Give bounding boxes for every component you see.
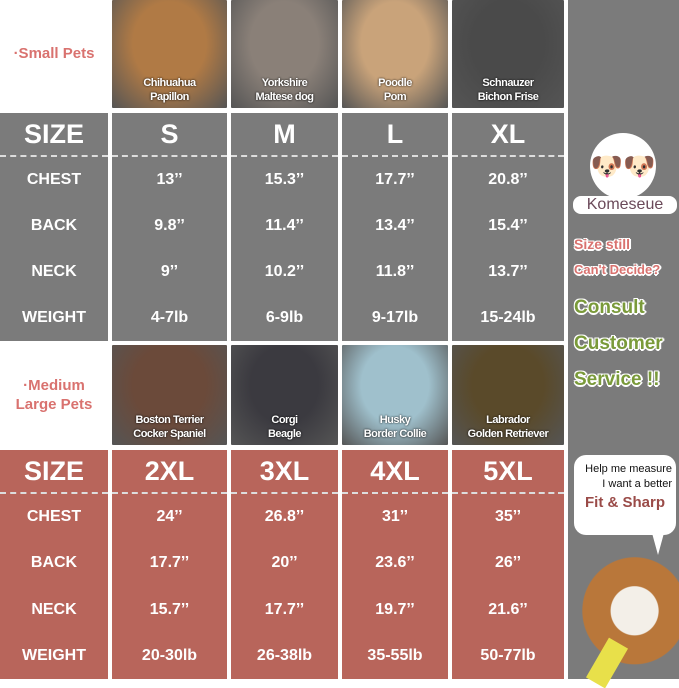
- size-column: M 15.3’’ 11.4’’ 10.2’’ 6-9lb: [231, 113, 338, 341]
- customer-text: Customer: [574, 333, 663, 354]
- measurement-label: WEIGHT: [22, 646, 86, 664]
- measurement-value: 17.7’’: [264, 600, 305, 618]
- breed-photo: Poodle Pom: [342, 0, 448, 108]
- measurement-value: 31’’: [381, 508, 409, 526]
- size-header: L: [342, 113, 448, 157]
- beagle-photo: [568, 555, 679, 679]
- measurement-value: 21.6’’: [488, 600, 528, 618]
- size-header: M: [231, 113, 338, 157]
- measurement-value: 15.3’’: [264, 171, 305, 188]
- breed-label: Chihuahua Papillon: [143, 77, 196, 103]
- measurement-value: 17.7’’: [149, 554, 190, 572]
- cant-decide-text: Can't Decide?: [574, 262, 661, 277]
- size-header: 2XL: [112, 450, 227, 494]
- measurement-value: 13.7’’: [488, 263, 528, 280]
- size-column: L 17.7’’ 13.4’’ 11.8’’ 9-17lb: [342, 113, 448, 341]
- measurement-value: 6-9lb: [265, 309, 304, 326]
- breed-photo: Yorkshire Maltese dog: [231, 0, 338, 108]
- measurement-value: 26’’: [494, 554, 522, 572]
- measurement-value: 13’’: [156, 171, 183, 188]
- brand-name: Komeseue: [573, 196, 677, 214]
- size-column: XL 20.8’’ 15.4’’ 13.7’’ 15-24lb: [452, 113, 564, 341]
- measurement-value: 19.7’’: [375, 600, 415, 618]
- measurement-value: 26-38lb: [256, 646, 313, 664]
- size-column: 4XL 31’’ 23.6’’ 19.7’’ 35-55lb: [342, 450, 448, 679]
- measurement-value: 15.4’’: [488, 217, 528, 234]
- small-pets-label: ·Small Pets: [13, 45, 95, 62]
- breed-label: Husky Border Collie: [363, 414, 427, 440]
- breed-label: Poodle Pom: [378, 77, 412, 103]
- measurement-value: 20-30lb: [141, 646, 198, 664]
- breed-label: Yorkshire Maltese dog: [255, 77, 314, 103]
- breed-label: Schnauzer Bichon Frise: [477, 77, 539, 103]
- size-still-text: Size still: [574, 236, 631, 252]
- measurement-value: 35’’: [494, 508, 522, 526]
- bubble-line-1: Help me measure: [585, 463, 672, 475]
- measurement-value: 17.7’’: [375, 171, 415, 188]
- measurement-value: 15.7’’: [149, 600, 190, 618]
- measurement-value: 11.4’’: [265, 217, 304, 234]
- size-header: XL: [452, 113, 564, 157]
- breed-photo: Corgi Beagle: [231, 345, 338, 445]
- size-header: 5XL: [452, 450, 564, 494]
- measurement-value: 9’’: [160, 263, 179, 280]
- breed-label: Labrador Golden Retriever: [467, 414, 549, 440]
- size-header: 3XL: [231, 450, 338, 494]
- large-pets-label: ·Medium Large Pets: [15, 377, 93, 413]
- breed-photo: Schnauzer Bichon Frise: [452, 0, 564, 108]
- size-header: 4XL: [342, 450, 448, 494]
- measurement-label: BACK: [30, 217, 78, 234]
- measurement-value: 11.8’’: [375, 263, 415, 280]
- measurement-value: 10.2’’: [264, 263, 305, 280]
- measurement-value: 26.8’’: [264, 508, 305, 526]
- size-column: 2XL 24’’ 17.7’’ 15.7’’ 20-30lb: [112, 450, 227, 679]
- measurement-value: 20.8’’: [488, 171, 528, 188]
- label-column: SIZE CHEST BACK NECK WEIGHT: [0, 113, 108, 341]
- measurement-value: 9-17lb: [371, 309, 419, 326]
- breed-photo: Chihuahua Papillon: [112, 0, 227, 108]
- breed-photo: Boston Terrier Cocker Spaniel: [112, 345, 227, 445]
- measurement-value: 9.8’’: [154, 217, 185, 234]
- measurement-value: 20’’: [271, 554, 298, 572]
- measurement-label: BACK: [30, 554, 78, 572]
- size-header: SIZE: [0, 450, 108, 494]
- bubble-line-2: I want a better: [602, 478, 672, 490]
- measurement-value: 24’’: [156, 508, 183, 526]
- measurement-label: WEIGHT: [22, 309, 86, 326]
- bubble-line-3: Fit & Sharp: [584, 494, 665, 511]
- breed-label: Boston Terrier Cocker Spaniel: [133, 414, 206, 440]
- brand-logo: 🐶🐶: [590, 133, 656, 199]
- consult-text: Consult: [574, 297, 645, 318]
- measurement-value: 35-55lb: [367, 646, 423, 664]
- measurement-value: 50-77lb: [480, 646, 536, 664]
- measurement-value: 13.4’’: [375, 217, 415, 234]
- breed-label: Corgi Beagle: [267, 414, 302, 440]
- side-panel: 🐶🐶 Komeseue Size still Can't Decide? Con…: [568, 0, 679, 688]
- measurement-label: CHEST: [26, 171, 82, 188]
- service-text: Service !!: [574, 369, 660, 390]
- corgi-icon: 🐶🐶: [590, 150, 656, 181]
- measurement-label: CHEST: [26, 508, 82, 526]
- size-column: 5XL 35’’ 26’’ 21.6’’ 50-77lb: [452, 450, 564, 679]
- size-column: 3XL 26.8’’ 20’’ 17.7’’ 26-38lb: [231, 450, 338, 679]
- size-header: S: [112, 113, 227, 157]
- size-column: S 13’’ 9.8’’ 9’’ 4-7lb: [112, 113, 227, 341]
- breed-photo: Husky Border Collie: [342, 345, 448, 445]
- measurement-label: NECK: [31, 600, 77, 618]
- measurement-value: 23.6’’: [375, 554, 415, 572]
- bubble-tail: [652, 533, 664, 555]
- measurement-value: 15-24lb: [480, 309, 536, 326]
- label-column: SIZE CHEST BACK NECK WEIGHT: [0, 450, 108, 679]
- measurement-value: 4-7lb: [150, 309, 189, 326]
- speech-bubble: Help me measure I want a better Fit & Sh…: [574, 455, 676, 535]
- breed-photo: Labrador Golden Retriever: [452, 345, 564, 445]
- measurement-label: NECK: [31, 263, 77, 280]
- size-header: SIZE: [0, 113, 108, 157]
